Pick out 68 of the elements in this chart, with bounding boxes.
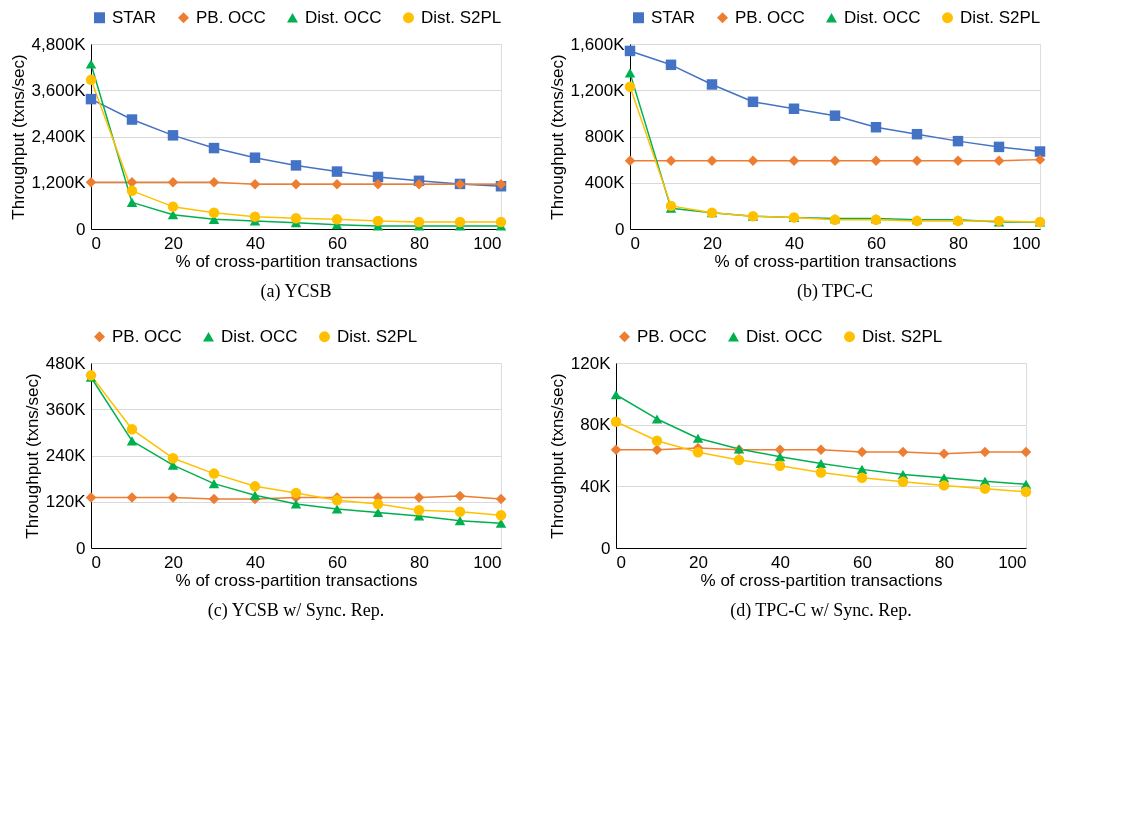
y-tick-label: 800K xyxy=(584,127,626,146)
x-tick-label: 20 xyxy=(689,552,708,572)
legend-label: PB. OCC xyxy=(735,7,805,27)
legend-label: STAR xyxy=(112,7,157,27)
legend-label: Dist. OCC xyxy=(305,7,382,27)
x-tick-label: 60 xyxy=(853,552,872,572)
x-tick-label: 100 xyxy=(473,552,502,572)
y-tick-label: 400K xyxy=(584,173,626,193)
y-tick-label: 0 xyxy=(601,538,611,558)
y-tick-label: 0 xyxy=(615,219,625,239)
y-tick-label: 1,200K xyxy=(31,173,87,193)
legend-label: PB. OCC xyxy=(112,326,182,346)
x-axis-title: % of cross-partition transactions xyxy=(175,570,418,590)
y-axis-title: Throughput (txns/sec) xyxy=(547,373,567,539)
y-tick-label: 0 xyxy=(76,538,86,558)
legend-label: Dist. S2PL xyxy=(421,7,502,27)
y-tick-label: 4,800K xyxy=(31,34,87,54)
x-tick-label: 80 xyxy=(410,552,429,572)
x-tick-label: 40 xyxy=(771,552,790,572)
y-axis-title: Throughput (txns/sec) xyxy=(8,54,28,220)
text: (d) TPC-C w/ Sync. Rep. xyxy=(730,600,912,621)
legend-label: Dist. OCC xyxy=(844,7,921,27)
y-tick-label: 480K xyxy=(45,353,87,373)
legend-label: Dist. OCC xyxy=(221,326,298,346)
x-tick-label: 0 xyxy=(630,233,640,253)
legend-label: Dist. OCC xyxy=(746,326,823,346)
y-tick-label: 360K xyxy=(45,399,87,419)
y-tick-label: 1,600K xyxy=(570,34,626,54)
legend-label: Dist. S2PL xyxy=(862,326,943,346)
x-tick-label: 20 xyxy=(164,552,183,572)
text: (a) YCSB xyxy=(260,281,332,302)
x-tick-label: 80 xyxy=(410,233,429,253)
y-tick-label: 0 xyxy=(76,219,86,239)
x-tick-label: 40 xyxy=(246,233,265,253)
x-tick-label: 80 xyxy=(949,233,968,253)
x-axis-title: % of cross-partition transactions xyxy=(714,251,957,271)
x-tick-label: 100 xyxy=(473,233,502,253)
text: (b) TPC-C xyxy=(796,281,874,302)
y-tick-label: 120K xyxy=(570,353,612,373)
y-axis-title: Throughput (txns/sec) xyxy=(22,373,42,539)
x-axis-title: % of cross-partition transactions xyxy=(700,570,943,590)
x-tick-label: 20 xyxy=(703,233,722,253)
x-tick-label: 0 xyxy=(91,552,101,572)
legend-label: PB. OCC xyxy=(637,326,707,346)
y-tick-label: 1,200K xyxy=(570,80,626,100)
legend-label: Dist. S2PL xyxy=(337,326,418,346)
legend-label: STAR xyxy=(651,7,696,27)
x-tick-label: 60 xyxy=(328,233,347,253)
x-tick-label: 0 xyxy=(91,233,101,253)
y-tick-label: 3,600K xyxy=(31,80,87,100)
x-tick-label: 40 xyxy=(246,552,265,572)
y-tick-label: 40K xyxy=(580,476,612,496)
x-tick-label: 100 xyxy=(998,552,1027,572)
x-tick-label: 40 xyxy=(785,233,804,253)
x-axis-title: % of cross-partition transactions xyxy=(175,251,418,271)
x-tick-label: 60 xyxy=(867,233,886,253)
x-tick-label: 80 xyxy=(935,552,954,572)
legend-label: PB. OCC xyxy=(196,7,266,27)
x-tick-label: 100 xyxy=(1012,233,1041,253)
y-tick-label: 240K xyxy=(45,446,87,465)
text: (c) YCSB w/ Sync. Rep. xyxy=(207,600,385,621)
x-tick-label: 60 xyxy=(328,552,347,572)
y-tick-label: 80K xyxy=(580,415,612,435)
legend-label: Dist. S2PL xyxy=(960,7,1041,27)
y-axis-title: Throughput (txns/sec) xyxy=(547,54,567,220)
y-tick-label: 2,400K xyxy=(31,127,87,146)
x-tick-label: 20 xyxy=(164,233,183,253)
y-tick-label: 120K xyxy=(45,492,87,512)
